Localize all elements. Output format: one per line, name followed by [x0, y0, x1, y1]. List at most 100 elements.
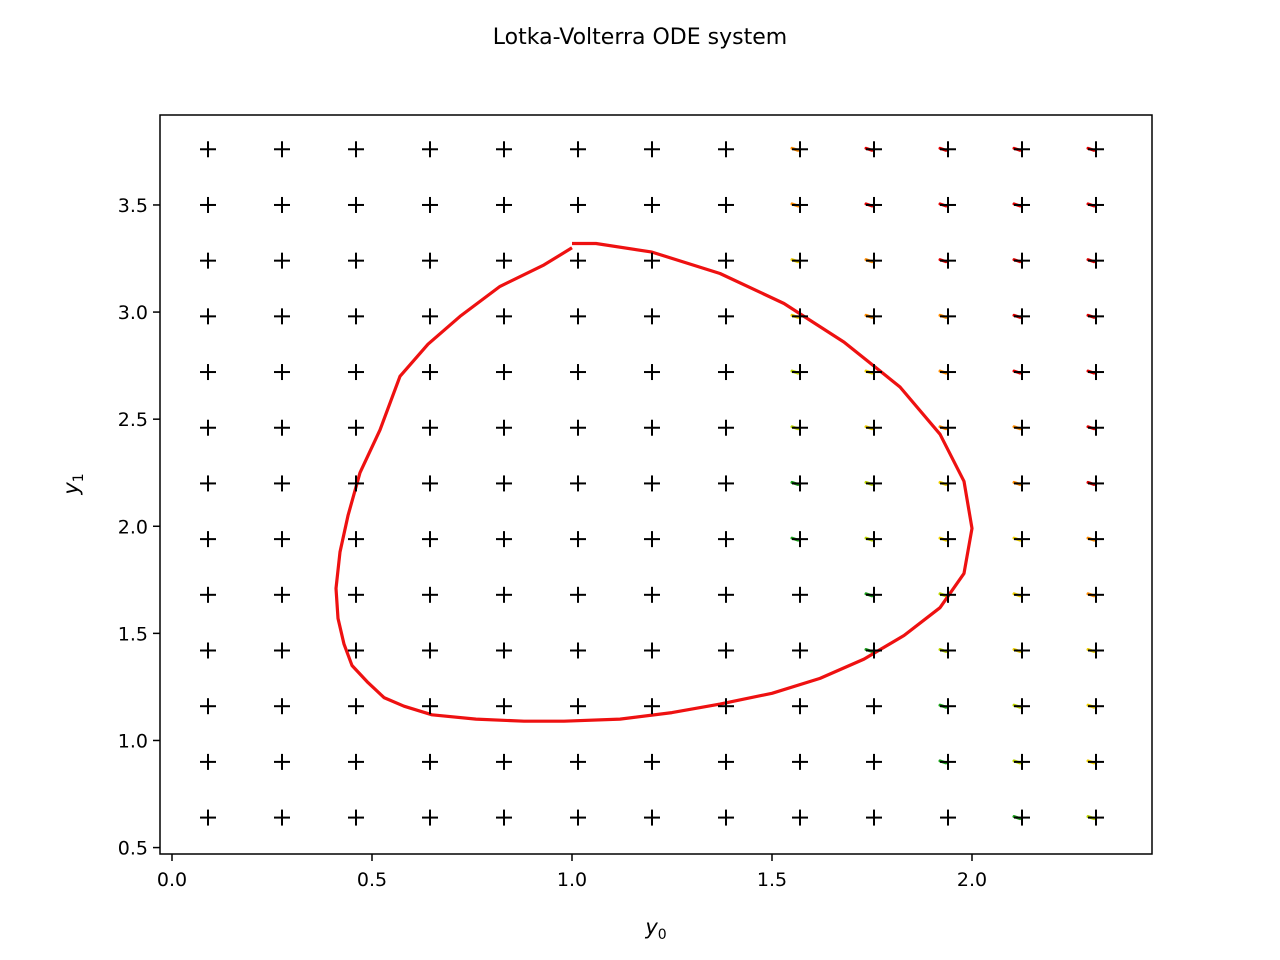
y-tick-label: 2.5: [118, 409, 148, 431]
y-axis: 0.5 1.0 1.5 2.0 2.5 3.0 3.5: [118, 195, 160, 860]
grid-point-marker: [644, 475, 660, 492]
grid-point-marker: [792, 252, 808, 269]
grid-point-marker: [274, 809, 290, 826]
chart-title: Lotka-Volterra ODE system: [493, 25, 787, 50]
grid-point-marker: [866, 809, 882, 826]
grid-point-marker: [200, 252, 216, 269]
grid-point-marker: [1088, 753, 1104, 770]
grid-point-marker: [570, 141, 586, 158]
x-tick-label: 1.0: [557, 869, 587, 891]
grid-point-marker: [200, 141, 216, 158]
grid-point-marker: [1088, 698, 1104, 715]
grid-point-marker: [866, 586, 882, 603]
trajectory-line: [334, 241, 974, 723]
grid-point-marker: [718, 531, 734, 548]
grid-point-marker: [1088, 308, 1104, 325]
grid-point-marker: [644, 196, 660, 213]
grid-point-marker: [570, 531, 586, 548]
grid-point-marker: [1014, 364, 1030, 381]
x-tick-label: 0.5: [357, 869, 387, 891]
plot-area: [200, 141, 1104, 826]
axes-frame: [159, 114, 1153, 855]
grid-point-marker: [718, 642, 734, 659]
grid-point-marker: [1014, 531, 1030, 548]
grid-point-marker: [496, 698, 512, 715]
y-tick-label: 3.5: [118, 195, 148, 217]
y-tick-label: 1.5: [118, 623, 148, 645]
grid-point-marker: [1014, 252, 1030, 269]
grid-point-marker: [200, 475, 216, 492]
grid-point-marker: [422, 698, 438, 715]
grid-point-marker: [1088, 196, 1104, 213]
grid-point-marker: [496, 141, 512, 158]
grid-point-marker: [718, 252, 734, 269]
x-tick-label: 2.0: [957, 869, 987, 891]
grid-point-marker: [644, 698, 660, 715]
grid-point-marker: [200, 419, 216, 436]
grid-point-marker: [718, 753, 734, 770]
grid-point-marker: [422, 475, 438, 492]
grid-point-marker: [644, 364, 660, 381]
grid-point-marker: [866, 753, 882, 770]
grid-point-marker: [644, 141, 660, 158]
grid-point-marker: [1014, 308, 1030, 325]
x-axis-label: y0: [644, 915, 666, 943]
grid-point-marker: [422, 642, 438, 659]
grid-point-marker: [940, 141, 956, 158]
grid-point-marker: [1014, 698, 1030, 715]
grid-point-marker: [422, 586, 438, 603]
grid-point-marker: [718, 196, 734, 213]
grid-point-marker: [866, 141, 882, 158]
grid-point-marker: [792, 531, 808, 548]
grid-point-marker: [200, 531, 216, 548]
grid-point-marker: [940, 531, 956, 548]
grid-point-marker: [644, 252, 660, 269]
grid-point-marker: [644, 586, 660, 603]
grid-point-marker: [792, 419, 808, 436]
grid-point-marker: [274, 475, 290, 492]
grid-point-marker: [718, 308, 734, 325]
grid-point-marker: [1014, 475, 1030, 492]
grid-point-marker: [644, 753, 660, 770]
grid-point-marker: [866, 252, 882, 269]
grid-point-marker: [570, 809, 586, 826]
y-tick-label: 0.5: [118, 838, 148, 860]
grid-point-marker: [866, 698, 882, 715]
grid-point-marker: [570, 642, 586, 659]
grid-point-marker: [1014, 753, 1030, 770]
grid-point-marker: [940, 419, 956, 436]
grid-point-marker: [200, 753, 216, 770]
grid-point-marker: [1014, 196, 1030, 213]
grid-point-marker: [200, 196, 216, 213]
grid-point-marker: [200, 364, 216, 381]
grid-point-marker: [792, 753, 808, 770]
grid-point-marker: [348, 196, 364, 213]
y-tick-label: 3.0: [118, 302, 148, 324]
grid-point-marker: [792, 196, 808, 213]
grid-point-marker: [718, 364, 734, 381]
grid-point-marker: [348, 419, 364, 436]
grid-point-marker: [570, 252, 586, 269]
grid-point-marker: [348, 308, 364, 325]
y-axis-label: y1: [59, 473, 87, 495]
grid-point-marker: [718, 475, 734, 492]
y-axis-label-subscript: 1: [71, 473, 87, 482]
grid-point-marker: [940, 252, 956, 269]
grid-point-marker: [792, 586, 808, 603]
grid-point-marker: [348, 252, 364, 269]
grid-point-marker: [348, 698, 364, 715]
grid-point-marker: [940, 642, 956, 659]
grid-point-marker: [1014, 809, 1030, 826]
grid-point-marker: [200, 308, 216, 325]
grid-point-marker: [792, 698, 808, 715]
grid-point-marker: [792, 809, 808, 826]
grid-point-marker: [570, 364, 586, 381]
grid-point-marker: [1088, 419, 1104, 436]
grid-point-marker: [1088, 586, 1104, 603]
grid-point-marker: [496, 364, 512, 381]
grid-point-marker: [866, 475, 882, 492]
grid-point-marker: [718, 586, 734, 603]
grid-point-marker: [718, 809, 734, 826]
grid-point-marker: [200, 809, 216, 826]
